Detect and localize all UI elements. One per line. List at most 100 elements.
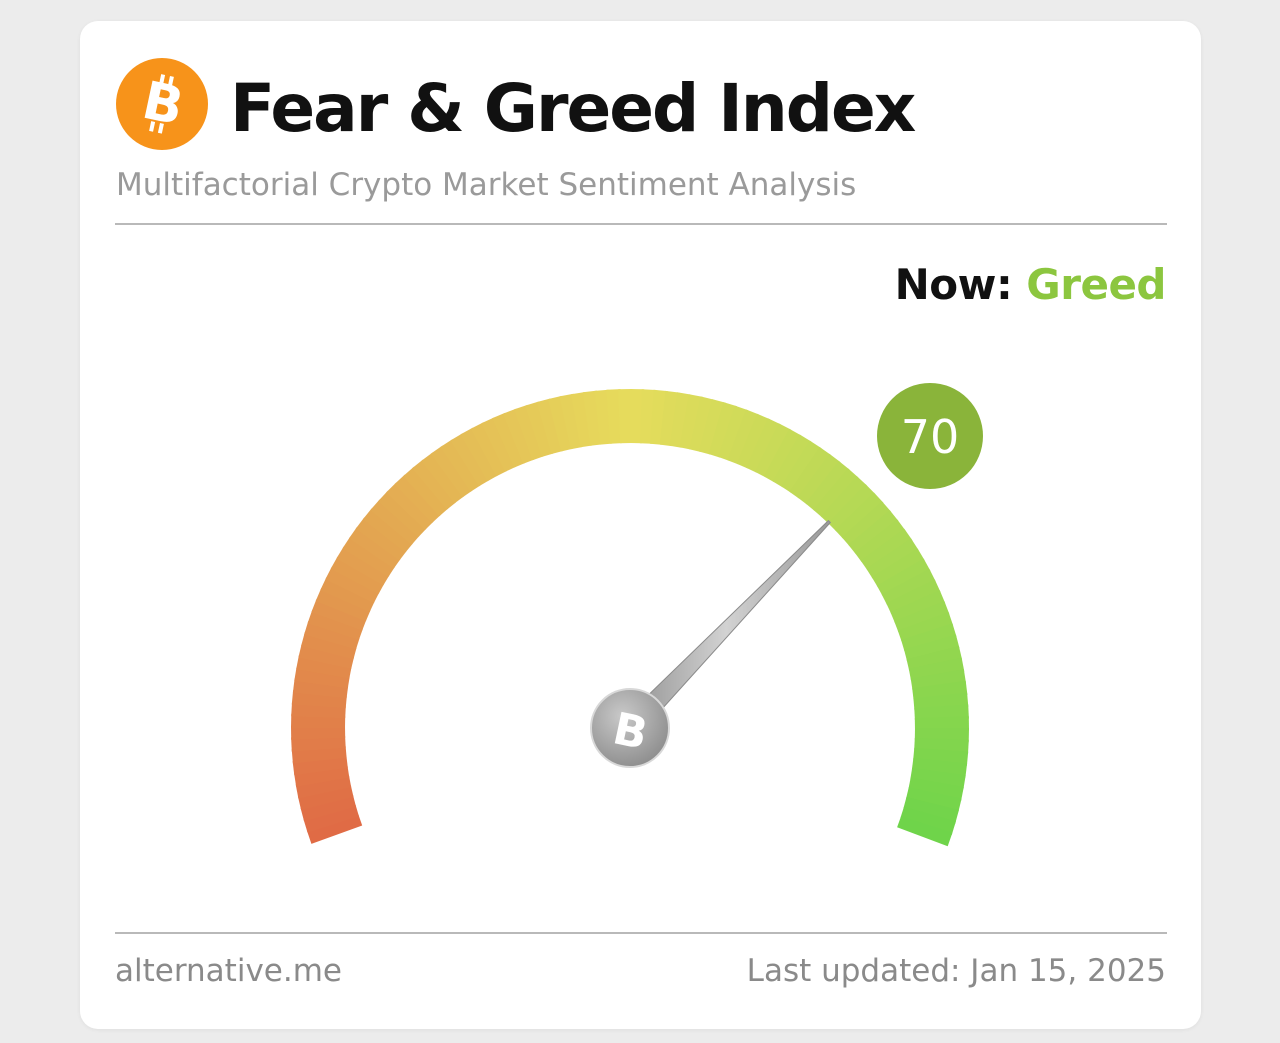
gauge-arc-segment <box>904 634 960 661</box>
gauge-arc-segment <box>805 460 850 511</box>
gauge-arc-segment <box>659 390 680 447</box>
gauge-arc-segment <box>718 405 749 461</box>
gauge-arc-segment <box>412 459 457 510</box>
gauge-arc-segment <box>886 579 941 614</box>
gauge-arc-segment <box>559 393 583 450</box>
gauge-arc-segment <box>362 508 413 553</box>
gauge-arc-segment <box>536 398 563 454</box>
gauge-arc-segment <box>330 556 385 595</box>
sentiment-status: Now: Greed <box>894 257 1167 313</box>
footer-divider <box>115 932 1167 934</box>
gauge-arc-segment <box>297 785 354 810</box>
gauge-arc-segment <box>315 588 371 622</box>
gauge-arc-segment <box>736 413 770 469</box>
gauge-arc-segment <box>320 577 375 613</box>
gauge-arc-segment <box>618 389 633 444</box>
gauge-arc-segment <box>890 590 946 624</box>
gauge-arc-segment <box>903 796 959 824</box>
gauge-arc-segment <box>606 389 622 444</box>
gauge-arc-segment <box>336 546 390 586</box>
gauge-value-badge: 70 <box>877 383 983 489</box>
gauge-arc-segment <box>296 655 352 679</box>
gauge-arc-segment <box>848 510 899 555</box>
gauge-arc-segment <box>503 408 535 464</box>
sentiment-gauge: B 70 <box>291 383 983 847</box>
gauge-arc-segment <box>378 490 427 538</box>
gauge-arc-segment <box>813 468 859 518</box>
gauge-arc-segment <box>914 716 969 731</box>
gauge-arc-segment <box>548 395 573 452</box>
page-subtitle: Multifactorial Crypto Market Sentiment A… <box>116 167 857 203</box>
gauge-arc-segment <box>355 517 407 561</box>
gauge-arc-segment <box>901 623 957 652</box>
header-divider <box>115 223 1167 225</box>
gauge-arc-segment <box>789 447 832 499</box>
gauge-arc-segment <box>689 396 715 452</box>
gauge-arc-segment <box>781 440 822 493</box>
gauge-arc-segment <box>881 568 936 605</box>
gauge-hub-icon: B <box>590 688 670 768</box>
gauge-arc-segment <box>797 453 841 505</box>
gauge-arc-segment <box>514 404 544 461</box>
gauge-arc-segment <box>301 632 357 660</box>
page-title: Fear & Greed Index <box>230 70 916 147</box>
gauge-arc-segment <box>307 609 363 640</box>
gauge-arc-segment <box>298 643 354 669</box>
gauge-arc-segment <box>841 501 892 547</box>
gauge-arc-segment <box>303 804 359 833</box>
gauge-arc-segment <box>876 558 931 596</box>
gauge-arc-segment <box>763 428 802 483</box>
gauge-arc-segment <box>727 409 760 465</box>
gauge-arc-segment <box>679 394 703 450</box>
gauge-arc-segment <box>708 402 737 458</box>
gauge-arc-segment <box>304 621 360 650</box>
fear-greed-card: B Fear & Greed Index Multifactorial Cryp… <box>80 21 1201 1029</box>
gauge-arc-segment <box>342 536 395 577</box>
gauge-arc-segment <box>349 526 401 569</box>
gauge-arc-segment <box>430 445 473 498</box>
gauge-arc-segment <box>754 423 792 478</box>
gauge-arc-segment <box>492 412 526 468</box>
gauge-arc-segment <box>470 422 507 477</box>
gauge-arc-segment <box>295 775 352 799</box>
gauge-arc-segment <box>300 795 356 822</box>
gauge-arc-segment <box>440 439 481 492</box>
gauge-arc-segment <box>894 601 950 633</box>
gauge-arc-segment <box>525 401 554 457</box>
gauge-arc-segment <box>311 598 367 631</box>
gauge-arc-segment <box>871 548 925 588</box>
gauge-arc-segment <box>292 678 349 699</box>
gauge-arc-segment <box>828 484 876 532</box>
gauge-arc-segment <box>669 392 692 448</box>
gauge-arc-segment <box>897 612 954 642</box>
gauge-arc-segment <box>866 538 919 579</box>
gauge-arc-segment <box>421 452 465 504</box>
gauge-arc-segment <box>906 787 962 813</box>
gauge-arc-segment <box>370 499 420 545</box>
gauge-arc-segment <box>306 814 363 844</box>
gauge-arc-segment <box>291 736 346 752</box>
gauge-arc-segment <box>386 482 434 530</box>
gauge-arc-segment <box>906 646 963 671</box>
gauge-arc-segment <box>460 427 498 482</box>
gauge-arc-segment <box>900 806 956 835</box>
gauge-arc-segment <box>745 418 781 473</box>
gauge-arc-segment <box>403 466 449 517</box>
gauge-arc-segment <box>481 417 516 472</box>
gauge-arc-segment <box>394 474 441 523</box>
gauge-arc-segment <box>294 666 350 689</box>
source-link[interactable]: alternative.me <box>115 953 342 989</box>
gauge-arc-segment <box>820 476 868 525</box>
gauge-arc-segment <box>772 434 812 488</box>
now-value: Greed <box>1026 260 1166 309</box>
gauge-arc-segment <box>860 528 913 571</box>
gauge-arc-segment <box>914 704 969 720</box>
gauge-arc-segment <box>910 767 966 790</box>
gauge-arc-segment <box>835 492 884 539</box>
gauge-arc-segment <box>854 519 906 563</box>
now-label: Now: <box>894 260 1013 309</box>
gauge-arc-segment <box>698 399 726 455</box>
gauge-arc-segment <box>897 816 953 847</box>
gauge-arc-segment <box>908 777 964 801</box>
last-updated: Last updated: Jan 15, 2025 <box>746 953 1166 989</box>
